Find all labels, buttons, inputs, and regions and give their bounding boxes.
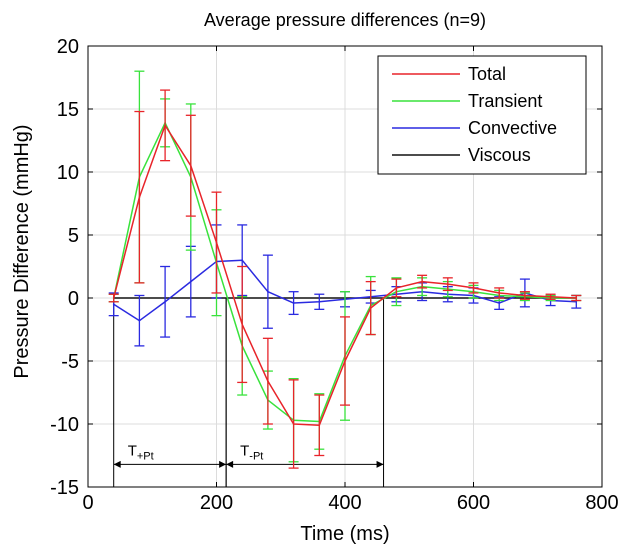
data-point	[524, 294, 526, 297]
legend-item: Total	[392, 64, 506, 84]
period-annotation: T-Pt	[225, 298, 385, 487]
data-point	[164, 124, 166, 127]
arrowhead-right	[376, 460, 384, 468]
arrowhead-right	[219, 460, 227, 468]
data-point	[575, 300, 578, 303]
data-point	[575, 297, 578, 299]
data-point	[395, 287, 398, 289]
y-tick-label: 10	[57, 162, 79, 184]
x-tick-label: 0	[82, 492, 93, 514]
axis-ticks: 0 200 400 600 800 -15 -10 -5 0 5 10 15 20	[50, 36, 619, 514]
period-annotations: T+Pt T-Pt	[113, 298, 385, 487]
y-tick-label: 0	[68, 288, 79, 310]
legend-item: Convective	[392, 118, 557, 138]
period-label: T-Pt	[240, 442, 263, 462]
legend-label: Convective	[468, 118, 557, 138]
legend-label: Viscous	[468, 145, 531, 165]
data-point	[164, 300, 166, 303]
chart-title: Average pressure differences (n=9)	[204, 10, 486, 30]
y-tick-label: 20	[57, 36, 79, 58]
arrowhead-left	[226, 460, 234, 468]
data-point	[344, 360, 346, 362]
period-label-subscript: -Pt	[249, 450, 263, 462]
data-point	[138, 319, 141, 322]
data-point	[369, 307, 372, 309]
period-annotation: T+Pt	[113, 298, 227, 487]
series-layer	[108, 70, 582, 469]
y-axis-title: Pressure Difference (mmHg)	[11, 124, 33, 378]
data-point	[138, 196, 141, 198]
legend-label: Total	[468, 64, 506, 84]
data-point	[112, 297, 115, 299]
data-point	[190, 280, 192, 283]
data-point	[318, 300, 321, 303]
data-point	[421, 280, 423, 283]
period-label: T+Pt	[128, 442, 154, 462]
data-point	[112, 303, 115, 306]
data-point	[267, 380, 269, 382]
data-point	[292, 423, 295, 425]
period-label-subscript: +Pt	[137, 450, 154, 462]
legend-item: Transient	[392, 91, 542, 111]
data-point	[241, 259, 243, 262]
data-point	[472, 287, 475, 289]
data-point	[447, 283, 449, 285]
x-tick-label: 600	[457, 492, 490, 514]
y-tick-label: -5	[61, 351, 79, 373]
data-point	[549, 295, 552, 298]
x-tick-label: 400	[328, 492, 361, 514]
data-point	[498, 292, 501, 294]
legend: Total Transient Convective Viscous	[377, 55, 587, 175]
y-tick-label: 15	[57, 99, 79, 121]
data-point	[318, 424, 321, 427]
data-point	[267, 290, 269, 293]
legend-label: Transient	[468, 91, 542, 111]
y-tick-label: -15	[50, 477, 79, 499]
x-tick-label: 200	[200, 492, 233, 514]
data-point	[292, 302, 295, 304]
y-tick-label: -10	[50, 414, 79, 436]
data-point	[498, 302, 501, 304]
arrowhead-left	[113, 460, 121, 468]
data-point	[215, 241, 218, 244]
x-tick-label: 800	[585, 492, 618, 514]
data-point	[241, 323, 243, 326]
legend-item: Viscous	[392, 145, 531, 165]
series-total	[108, 89, 582, 469]
data-point	[190, 164, 192, 167]
x-axis-title: Time (ms)	[300, 523, 389, 545]
y-tick-label: 5	[68, 225, 79, 247]
period-label-main: T	[240, 442, 249, 459]
period-label-main: T	[128, 442, 137, 459]
